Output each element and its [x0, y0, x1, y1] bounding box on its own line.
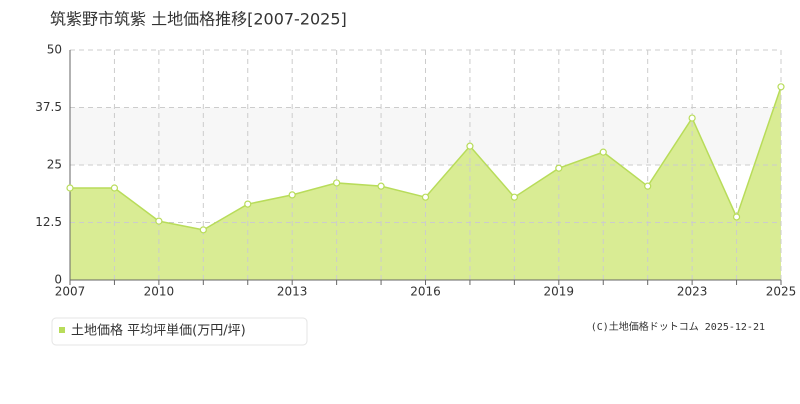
point [66, 184, 74, 192]
point [377, 182, 385, 190]
point [777, 83, 785, 91]
point [732, 213, 741, 221]
point [155, 217, 163, 225]
point [688, 114, 696, 122]
x-tick-label: 2016 [410, 285, 441, 299]
y-tick-label: 50 [47, 43, 62, 57]
copyright: (C)土地価格ドットコム 2025-12-21 [591, 320, 765, 333]
x-tick-label: 2007 [55, 285, 86, 299]
x-tick-label: 2013 [277, 285, 308, 299]
point [555, 164, 563, 172]
legend-marker [59, 327, 65, 333]
point [199, 226, 207, 234]
point [599, 148, 607, 156]
x-tick-label: 2023 [677, 285, 708, 299]
point [510, 193, 518, 201]
legend-label: 土地価格 平均坪単価(万円/坪) [71, 323, 246, 339]
y-tick-label: 37.5 [35, 100, 62, 114]
y-tick-label: 0 [54, 273, 62, 287]
point [110, 184, 119, 192]
point [244, 200, 252, 208]
chart-title: 筑紫野市筑紫 土地価格推移[2007-2025] [50, 10, 347, 29]
y-tick-label: 12.5 [35, 215, 62, 229]
y-tick-label: 25 [47, 158, 62, 172]
point [421, 193, 430, 201]
x-tick-label: 2019 [544, 285, 575, 299]
point [288, 191, 296, 199]
point [466, 142, 474, 150]
point [333, 179, 341, 187]
x-tick-label: 2025 [766, 285, 797, 299]
point [644, 182, 652, 190]
legend-box [51, 317, 308, 346]
x-tick-label: 2010 [144, 285, 175, 299]
